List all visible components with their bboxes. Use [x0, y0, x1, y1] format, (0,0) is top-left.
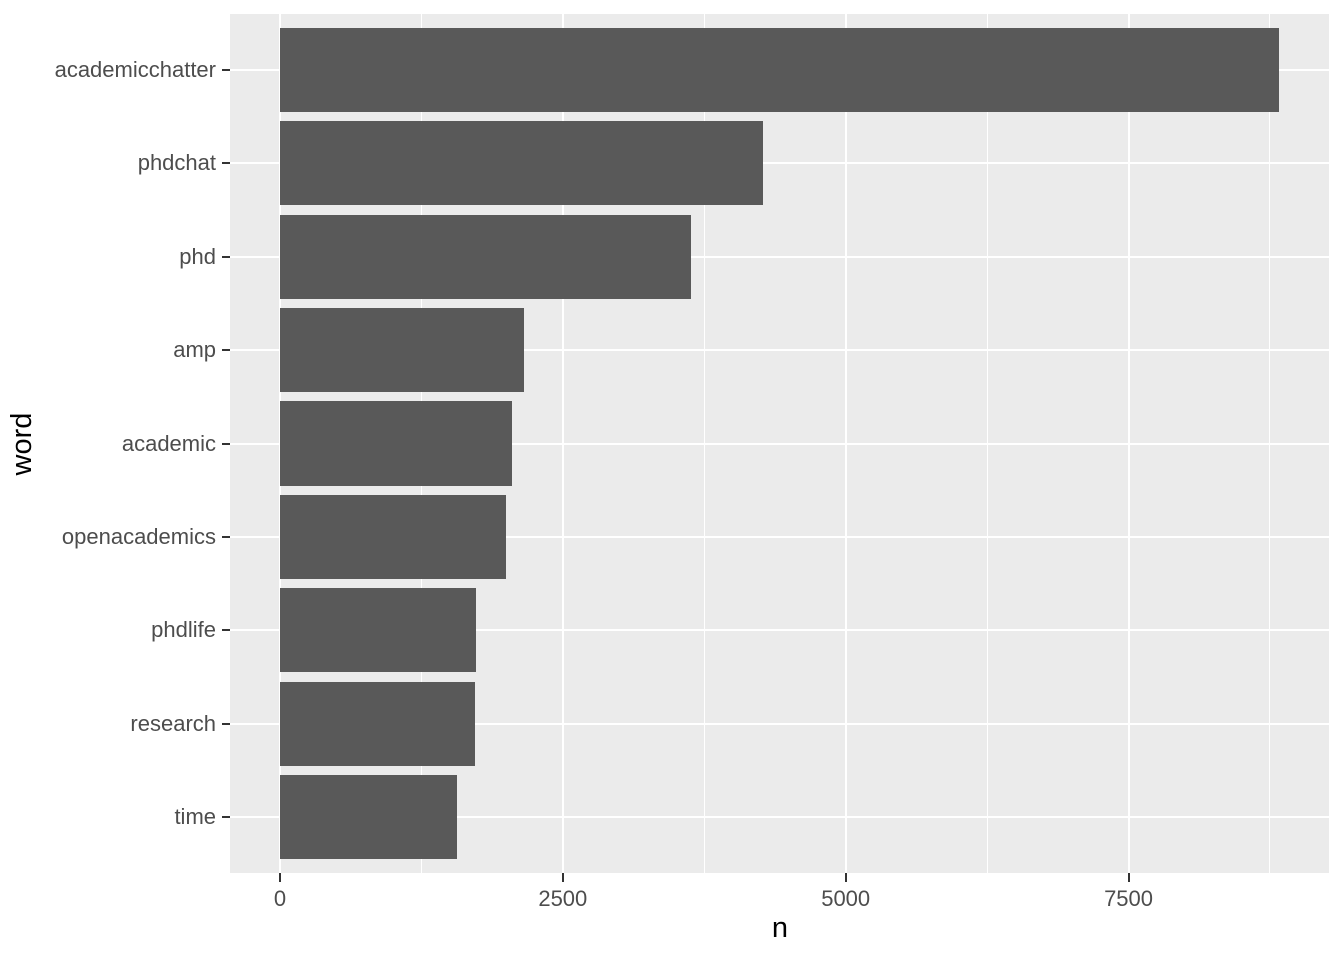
y-tick-label: amp [173, 337, 216, 363]
y-axis-title: word [6, 412, 38, 476]
x-axis-title: n [771, 912, 789, 944]
y-tick-label: openacademics [61, 523, 216, 549]
y-tick-mark [222, 349, 230, 352]
bar [279, 214, 691, 299]
y-axis: academicchatter phdchat phd amp academic open… [0, 0, 230, 960]
x-tick-mark [278, 873, 281, 882]
y-tick-mark [222, 629, 230, 632]
y-tick-mark [222, 815, 230, 818]
row-gridline [230, 162, 1329, 165]
row-gridline [230, 442, 1329, 445]
x-tick-label: 7500 [1104, 886, 1154, 911]
row-gridline [230, 722, 1329, 725]
y-tick-mark [222, 722, 230, 725]
bar [279, 588, 477, 673]
x-tick-label: 0 [273, 886, 287, 911]
y-tick-mark [222, 255, 230, 258]
x-tick-label: 5000 [821, 886, 871, 911]
bar [279, 401, 512, 486]
y-tick-label: phd [179, 243, 216, 269]
y-tick-label: academic [121, 430, 216, 456]
x-tick-mark [1127, 873, 1130, 882]
bar [279, 774, 458, 859]
plot-panel [230, 14, 1329, 873]
bar [279, 308, 525, 393]
y-tick-label: time [174, 803, 216, 829]
bar [279, 121, 763, 206]
row-gridline [230, 255, 1329, 258]
x-tick-label: 2500 [538, 886, 588, 911]
y-tick-label: phdlife [151, 617, 216, 643]
y-tick-mark [222, 442, 230, 445]
bar [279, 494, 507, 579]
x-tick-mark [844, 873, 847, 882]
x-tick-mark [561, 873, 564, 882]
y-tick-label: phdchat [137, 150, 216, 176]
row-gridline [230, 535, 1329, 538]
y-tick-label: research [130, 710, 216, 736]
row-gridline [230, 815, 1329, 818]
row-gridline [230, 349, 1329, 352]
y-tick-label: academicchatter [54, 57, 216, 83]
bar [279, 681, 475, 766]
y-tick-mark [222, 162, 230, 165]
row-gridline [230, 629, 1329, 632]
y-tick-mark [222, 535, 230, 538]
y-tick-mark [222, 69, 230, 72]
bar [279, 28, 1280, 113]
